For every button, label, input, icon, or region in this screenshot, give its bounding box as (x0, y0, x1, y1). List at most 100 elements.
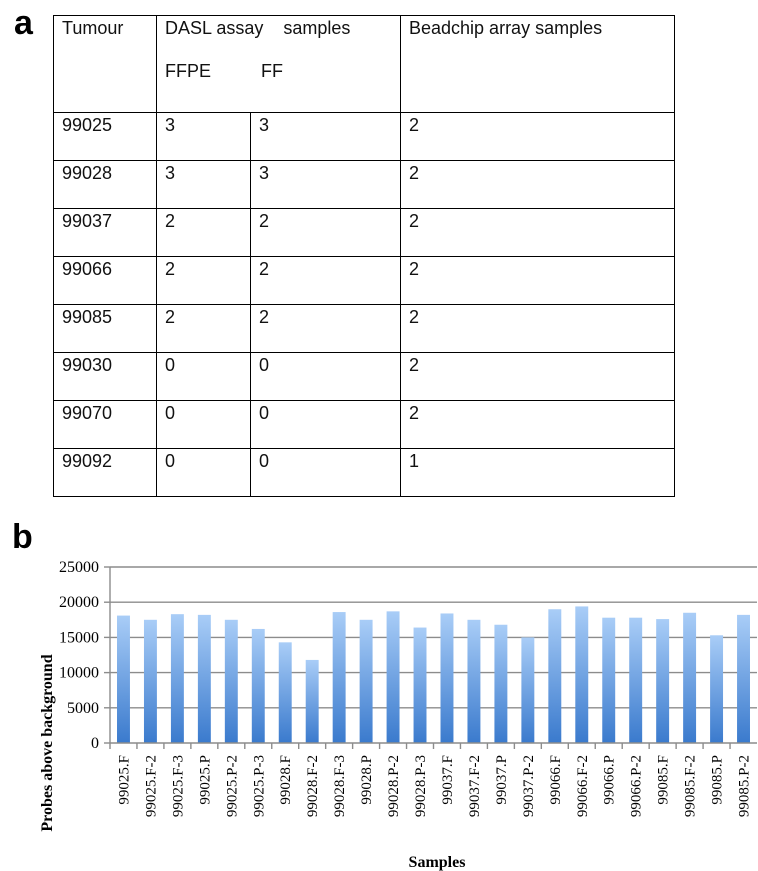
bar-99066.F-2 (575, 606, 589, 743)
table-row: 99066 2 2 2 (53, 256, 675, 305)
cell-ff: 3 (250, 160, 401, 209)
x-tick-label: 99066.F (548, 755, 564, 805)
header-dasl: DASL assay samples FFPE FF (156, 15, 401, 113)
cell-beadchip: 2 (400, 400, 675, 449)
table-row: 99092 0 0 1 (53, 448, 675, 497)
x-tick-label: 99085.P-2 (737, 755, 753, 817)
bars (109, 606, 750, 749)
cell-ff: 0 (250, 448, 401, 497)
bar-99066.F (548, 609, 562, 743)
x-tick-label: 99028.P-2 (386, 755, 402, 817)
cell-ffpe: 2 (156, 208, 251, 257)
cell-tumour: 99030 (53, 352, 157, 401)
bar-99037.F (440, 613, 454, 743)
header-tumour: Tumour (53, 15, 157, 113)
bar-99025.P-2 (224, 619, 238, 743)
x-tick-label: 99037.F (440, 755, 456, 805)
x-tick-label: 99025.P (197, 755, 213, 805)
cell-tumour: 99066 (53, 256, 157, 305)
cell-tumour: 99085 (53, 304, 157, 353)
table-row: 99070 0 0 2 (53, 400, 675, 449)
y-axis-label: Probes above background (39, 654, 56, 831)
x-tick-labels: 99025.F 99025.F-2 99025.F-3 99025.P 99025.P-… (116, 755, 752, 817)
x-tick-label: 99025.F-3 (170, 755, 186, 817)
x-axis-label: Samples (409, 854, 466, 871)
x-tick-label: 99085.F (656, 755, 672, 805)
panel-a-label: a (14, 4, 33, 42)
cell-tumour: 99037 (53, 208, 157, 257)
cell-ffpe: 0 (156, 448, 251, 497)
bar-99037.P-2 (521, 637, 535, 743)
cell-beadchip: 1 (400, 448, 675, 497)
cell-ff: 2 (250, 304, 401, 353)
cell-beadchip: 2 (400, 256, 675, 305)
table-row: 99037 2 2 2 (53, 208, 675, 257)
table-header-row: Tumour DASL assay samples FFPE FF Beadchi… (53, 15, 675, 113)
y-tick-labels: 0 5000 10000 15000 20000 25000 (59, 559, 99, 752)
header-ffpe: FFPE (165, 61, 212, 81)
cell-ffpe: 3 (156, 160, 251, 209)
x-tick-label: 99085.F-2 (683, 755, 699, 817)
x-tick-label: 99028.F (278, 755, 294, 805)
x-tick-label: 99037.F-2 (467, 755, 483, 817)
bar-99025.F-2 (143, 619, 157, 743)
bar-99025.P (197, 614, 211, 743)
cell-beadchip: 2 (400, 304, 675, 353)
x-tick-label: 99025.P-2 (224, 755, 240, 817)
y-tick-label: 15000 (59, 629, 99, 646)
bar-99028.F-3 (332, 612, 346, 743)
cell-ff: 2 (250, 208, 401, 257)
bar-99037.P (494, 624, 508, 743)
bar-99025.F (117, 615, 130, 743)
bar-99066.P-2 (629, 617, 643, 743)
cell-beadchip: 2 (400, 352, 675, 401)
bar-99025.P-3 (251, 628, 265, 743)
cell-beadchip: 2 (400, 160, 675, 209)
x-tick-label: 99025.F-2 (143, 755, 159, 817)
x-tick-label: 99025.P-3 (251, 755, 267, 817)
cell-ff: 2 (250, 256, 401, 305)
y-tick-label: 25000 (59, 559, 99, 576)
cell-beadchip: 2 (400, 112, 675, 161)
cell-ffpe: 0 (156, 352, 251, 401)
samples-table: Tumour DASL assay samples FFPE FF Beadchi… (53, 15, 675, 497)
table-row: 99025 3 3 2 (53, 112, 675, 161)
cell-ff: 3 (250, 112, 401, 161)
cell-ff: 0 (250, 400, 401, 449)
y-tick-label: 20000 (59, 594, 99, 611)
x-tick-label: 99066.P (602, 755, 618, 805)
bar-99028.P (359, 619, 373, 743)
x-tick-label: 99025.F (116, 755, 132, 805)
cell-beadchip: 2 (400, 208, 675, 257)
cell-tumour: 99092 (53, 448, 157, 497)
axes (109, 567, 757, 744)
cell-tumour: 99070 (53, 400, 157, 449)
table-row: 99085 2 2 2 (53, 304, 675, 353)
bar-99028.F-2 (305, 659, 319, 743)
bar-99028.P-3 (413, 627, 427, 743)
bar-99066.P (602, 617, 616, 743)
cell-ffpe: 2 (156, 256, 251, 305)
x-tick-label: 99028.P-3 (413, 755, 429, 817)
cell-ffpe: 2 (156, 304, 251, 353)
cell-tumour: 99025 (53, 112, 157, 161)
header-beadchip: Beadchip array samples (400, 15, 675, 113)
y-tick-label: 5000 (67, 700, 99, 717)
y-tick-label: 0 (91, 735, 99, 752)
bar-99085.F-2 (683, 612, 697, 743)
cell-ff: 0 (250, 352, 401, 401)
y-tick-label: 10000 (59, 665, 99, 682)
table-row: 99028 3 3 2 (53, 160, 675, 209)
table-row: 99030 0 0 2 (53, 352, 675, 401)
bar-99037.F-2 (467, 619, 481, 743)
bar-99025.F-3 (170, 614, 184, 743)
bar-99085.P-2 (737, 614, 750, 743)
x-tick-label: 99028.F-3 (332, 755, 348, 817)
x-tick-label: 99028.F-2 (305, 755, 321, 817)
gridlines (104, 566, 757, 744)
cell-ffpe: 0 (156, 400, 251, 449)
x-tick-label: 99037.P (494, 755, 510, 805)
bar-99028.P-2 (386, 611, 400, 743)
header-dasl-title: DASL assay samples (165, 18, 351, 38)
